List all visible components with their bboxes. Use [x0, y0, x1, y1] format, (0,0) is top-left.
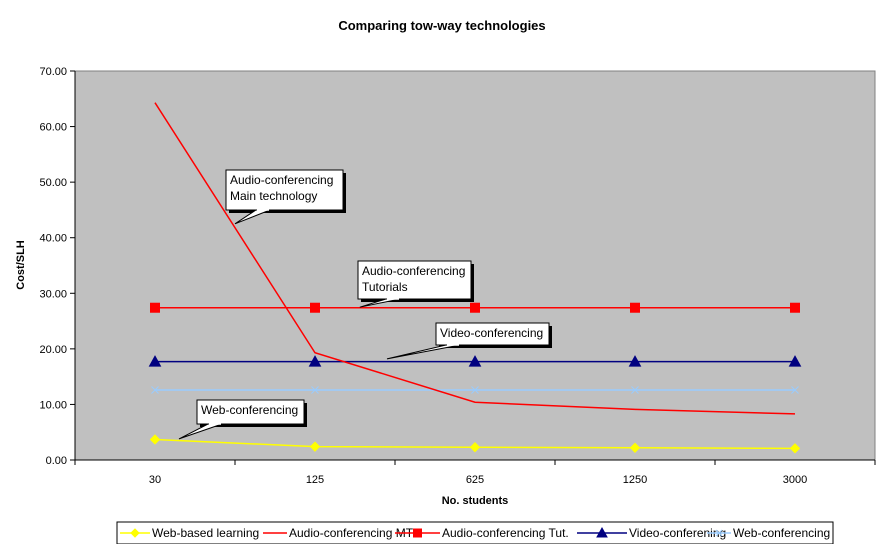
annotation-callout: Video-conferencing: [386, 322, 552, 360]
legend-label: Video-conferening: [629, 526, 726, 540]
data-point-audio-conferencing-tut: [790, 302, 800, 313]
data-point-video-conferening: [308, 355, 322, 367]
x-tick-label: 1250: [623, 474, 647, 486]
callout-text: Main technology: [230, 189, 317, 203]
chart-title: Comparing tow-way technologies: [338, 18, 545, 33]
legend-label: Web-conferencing: [733, 526, 830, 540]
legend-item-web-conferencing: Web-conferencing: [707, 526, 830, 540]
data-point-web-based-learning: [469, 442, 481, 453]
data-point-web-based-learning: [789, 443, 801, 454]
callout-box: [357, 260, 472, 300]
legend-item-web-based-learning: Web-based learning: [120, 526, 259, 540]
x-axis-label: No. students: [442, 495, 509, 507]
callout-text: Audio-conferencing: [230, 173, 333, 187]
series-audio-conferencing-tut: [150, 302, 800, 313]
data-point-web-conferencing: [791, 386, 799, 394]
y-tick-label: 0.00: [46, 455, 67, 467]
series-video-conferening: [148, 355, 802, 367]
y-axis-label: Cost/SLH: [15, 240, 27, 290]
data-point-video-conferening: [468, 355, 482, 367]
y-tick-label: 40.00: [39, 233, 67, 245]
data-point-web-conferencing: [311, 386, 319, 394]
callout-text: Tutorials: [362, 280, 408, 294]
data-point-web-based-learning: [309, 441, 321, 452]
data-point-audio-conferencing-tut: [470, 302, 480, 313]
legend-item-audio-conferencing-mt: Audio-conferencing MT: [263, 526, 414, 540]
y-tick-label: 20.00: [39, 344, 67, 356]
legend-label: Audio-conferencing MT: [289, 526, 414, 540]
callout-text: Audio-conferencing: [362, 264, 465, 278]
callout-box: [435, 322, 550, 346]
x-tick-label: 30: [149, 474, 161, 486]
x-tick-label: 125: [306, 474, 324, 486]
data-point-audio-conferencing-tut: [150, 302, 160, 313]
y-tick-label: 10.00: [39, 399, 67, 411]
callout-box: [196, 399, 305, 425]
callout-text: Web-conferencing: [201, 403, 298, 417]
legend-item-video-conferening: Video-conferening: [577, 526, 726, 540]
y-tick-label: 60.00: [39, 122, 67, 134]
x-axis: 30 125 625 1250 3000: [74, 459, 876, 486]
data-point-audio-conferencing-tut: [630, 302, 640, 313]
annotation-callout: Web-conferencing: [178, 399, 307, 440]
series-web-based-learning: [149, 434, 801, 454]
y-tick-label: 50.00: [39, 177, 67, 189]
data-point-audio-conferencing-tut: [310, 302, 320, 313]
legend-box: [116, 521, 834, 544]
legend-swatch-marker: [715, 529, 723, 537]
data-point-web-based-learning: [149, 434, 161, 445]
data-point-web-conferencing: [631, 386, 639, 394]
data-point-web-conferencing: [471, 386, 479, 394]
data-point-video-conferening: [788, 355, 802, 367]
y-axis: 0.00 10.00 20.00 30.00 40.00 50.00 60.00 70.00: [39, 66, 76, 467]
callout-box: [225, 169, 344, 211]
legend-label: Audio-conferencing Tut.: [442, 526, 569, 540]
y-tick-label: 70.00: [39, 66, 67, 78]
data-point-video-conferening: [148, 355, 162, 367]
legend-item-audio-conferencing-tut: Audio-conferencing Tut.: [395, 526, 569, 540]
series-web-conferencing: [151, 386, 799, 394]
legend: Web-based learning Audio-conferencing MT A…: [116, 521, 834, 544]
data-point-web-conferencing: [151, 386, 159, 394]
legend-label: Web-based learning: [152, 526, 259, 540]
callout-text: Video-conferencing: [440, 326, 543, 340]
x-tick-label: 3000: [783, 474, 807, 486]
legend-swatch-marker: [413, 528, 422, 538]
annotation-callout: Audio-conferencing Main technology: [225, 169, 346, 225]
legend-swatch-marker: [596, 526, 608, 538]
x-tick-label: 625: [466, 474, 484, 486]
series-line-audio-conferencing-mt: [154, 102, 796, 415]
y-tick-label: 30.00: [39, 288, 67, 300]
series-layer: [148, 102, 802, 454]
series-audio-conferencing-mt: [154, 102, 796, 415]
plot-area: [74, 70, 876, 461]
data-point-video-conferening: [628, 355, 642, 367]
legend-swatch-marker: [130, 528, 140, 538]
annotation-callout: Audio-conferencing Tutorials: [357, 260, 474, 308]
data-point-web-based-learning: [629, 442, 641, 453]
